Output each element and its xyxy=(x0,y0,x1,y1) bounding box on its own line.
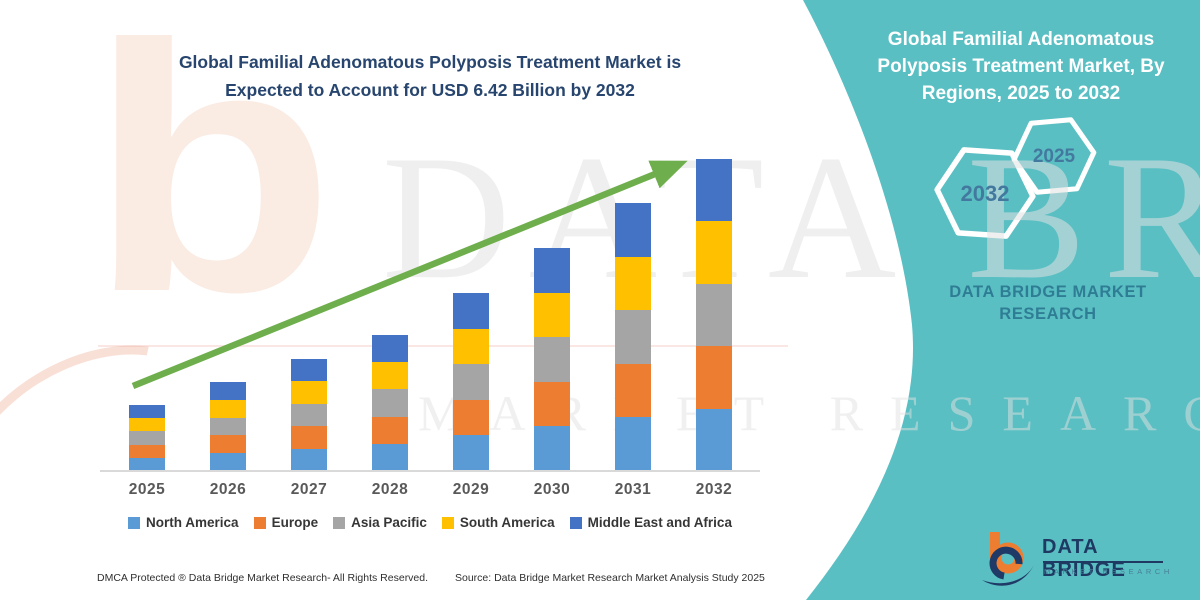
bar-segment-asia-pacific-2029 xyxy=(453,364,489,400)
panel-heading-line1: Global Familial Adenomatous xyxy=(887,29,1155,50)
chart-title-line2: Expected to Account for USD 6.42 Billion… xyxy=(225,80,635,100)
bar-segment-asia-pacific-2025 xyxy=(129,431,165,445)
legend-swatch-north-america xyxy=(128,516,141,529)
trend-arrow xyxy=(131,160,688,390)
chart-title-line1: Global Familial Adenomatous Polyposis Tr… xyxy=(178,52,682,72)
source-text: Source: Data Bridge Market Research Mark… xyxy=(455,572,765,584)
bar-segment-europe-2032 xyxy=(696,346,732,409)
logo-underline xyxy=(1043,561,1163,563)
legend-label-south-america: South America xyxy=(459,515,555,530)
bar-2031 xyxy=(615,203,651,471)
logo-name: DATA BRIDGE xyxy=(1042,536,1126,581)
hexagon-year-2032: 2032 xyxy=(960,181,1010,206)
hexagon-2025 xyxy=(1011,117,1097,195)
legend-label-asia-pacific: Asia Pacific xyxy=(351,515,427,530)
bar-2032 xyxy=(696,159,732,471)
bar-2026 xyxy=(210,382,246,471)
bar-segment-asia-pacific-2032 xyxy=(696,283,732,347)
bar-segment-middle-east-and-africa-2027 xyxy=(291,359,327,382)
bar-segment-south-america-2026 xyxy=(210,399,246,418)
bar-segment-south-america-2030 xyxy=(534,292,570,338)
bar-segment-europe-2025 xyxy=(129,444,165,458)
panel-heading-line2: Polyposis Treatment Market, By xyxy=(877,56,1165,77)
bar-segment-europe-2031 xyxy=(615,363,651,418)
bar-segment-north-america-2031 xyxy=(615,417,651,471)
legend-item-south-america: South America xyxy=(441,515,555,530)
data-bridge-logo-icon xyxy=(982,532,1034,586)
panel-brand-text: DATA BRIDGE MARKET RESEARCH xyxy=(898,281,1198,325)
bar-segment-middle-east-and-africa-2030 xyxy=(534,248,570,293)
bar-segment-middle-east-and-africa-2029 xyxy=(453,293,489,329)
bar-segment-south-america-2025 xyxy=(129,418,165,432)
hexagon-2032 xyxy=(934,147,1036,239)
x-axis-label-2032: 2032 xyxy=(695,481,733,498)
bar-segment-north-america-2032 xyxy=(696,408,732,471)
bar-segment-south-america-2032 xyxy=(696,221,732,284)
legend-swatch-middle-east-and-africa xyxy=(569,516,582,529)
bar-segment-north-america-2026 xyxy=(210,453,246,471)
panel-brand-line1: DATA BRIDGE MARKET xyxy=(949,283,1147,301)
dmca-text: DMCA Protected ® Data Bridge Market Rese… xyxy=(97,572,429,584)
bar-segment-europe-2030 xyxy=(534,381,570,427)
bar-segment-europe-2027 xyxy=(291,426,327,449)
bar-segment-asia-pacific-2031 xyxy=(615,310,651,364)
bar-2030 xyxy=(534,248,570,471)
legend-label-middle-east-and-africa: Middle East and Africa xyxy=(587,515,732,530)
logo-subtitle: MARKET RESEARCH xyxy=(1044,567,1173,576)
teal-panel-shape xyxy=(803,0,1200,600)
legend-label-europe: Europe xyxy=(271,515,319,530)
legend-item-middle-east-and-africa: Middle East and Africa xyxy=(569,515,732,530)
legend-item-europe: Europe xyxy=(253,515,319,530)
x-axis-label-2030: 2030 xyxy=(533,481,571,498)
chart-title: Global Familial Adenomatous Polyposis Tr… xyxy=(70,48,790,104)
chart-legend: North America Europe Asia Pacific South Ame… xyxy=(55,515,805,530)
bar-segment-south-america-2028 xyxy=(372,362,408,390)
legend-item-north-america: North America xyxy=(128,515,239,530)
bar-segment-north-america-2030 xyxy=(534,426,570,471)
data-bridge-logo: DATA BRIDGE MARKET RESEARCH xyxy=(978,527,1188,593)
x-axis-label-2031: 2031 xyxy=(614,481,652,498)
bar-segment-asia-pacific-2026 xyxy=(210,417,246,436)
legend-swatch-south-america xyxy=(441,516,454,529)
bar-2029 xyxy=(453,293,489,471)
bar-segment-asia-pacific-2028 xyxy=(372,389,408,417)
bar-segment-europe-2028 xyxy=(372,416,408,444)
x-axis-label-2025: 2025 xyxy=(128,481,166,498)
x-axis-label-2029: 2029 xyxy=(452,481,490,498)
panel-heading: Global Familial Adenomatous Polyposis Tr… xyxy=(856,26,1186,107)
x-axis-line xyxy=(100,470,760,472)
legend-label-north-america: North America xyxy=(146,515,239,530)
bar-segment-middle-east-and-africa-2026 xyxy=(210,382,246,400)
panel-heading-line3: Regions, 2025 to 2032 xyxy=(921,83,1121,104)
bar-segment-asia-pacific-2030 xyxy=(534,337,570,382)
bar-segment-north-america-2027 xyxy=(291,448,327,471)
bar-segment-north-america-2028 xyxy=(372,443,408,471)
x-axis-label-2028: 2028 xyxy=(371,481,409,498)
bar-segment-middle-east-and-africa-2025 xyxy=(129,405,165,419)
panel-brand-line2: RESEARCH xyxy=(999,305,1097,323)
bar-segment-south-america-2031 xyxy=(615,256,651,311)
bar-segment-north-america-2029 xyxy=(453,435,489,471)
bar-segment-asia-pacific-2027 xyxy=(291,403,327,427)
bar-2025 xyxy=(129,405,165,471)
x-axis-label-2027: 2027 xyxy=(290,481,328,498)
bar-segment-europe-2026 xyxy=(210,435,246,454)
bar-2027 xyxy=(291,359,327,471)
bar-segment-middle-east-and-africa-2031 xyxy=(615,203,651,257)
bar-segment-europe-2029 xyxy=(453,399,489,436)
legend-swatch-europe xyxy=(253,516,266,529)
x-axis-label-2026: 2026 xyxy=(209,481,247,498)
bar-2028 xyxy=(372,335,408,471)
bar-segment-middle-east-and-africa-2028 xyxy=(372,335,408,363)
legend-item-asia-pacific: Asia Pacific xyxy=(333,515,427,530)
bar-segment-north-america-2025 xyxy=(129,457,165,471)
hexagon-year-2025: 2025 xyxy=(1032,146,1076,167)
bar-segment-south-america-2027 xyxy=(291,381,327,404)
bar-segment-south-america-2029 xyxy=(453,328,489,365)
legend-swatch-asia-pacific xyxy=(333,516,346,529)
bar-segment-middle-east-and-africa-2032 xyxy=(696,159,732,222)
